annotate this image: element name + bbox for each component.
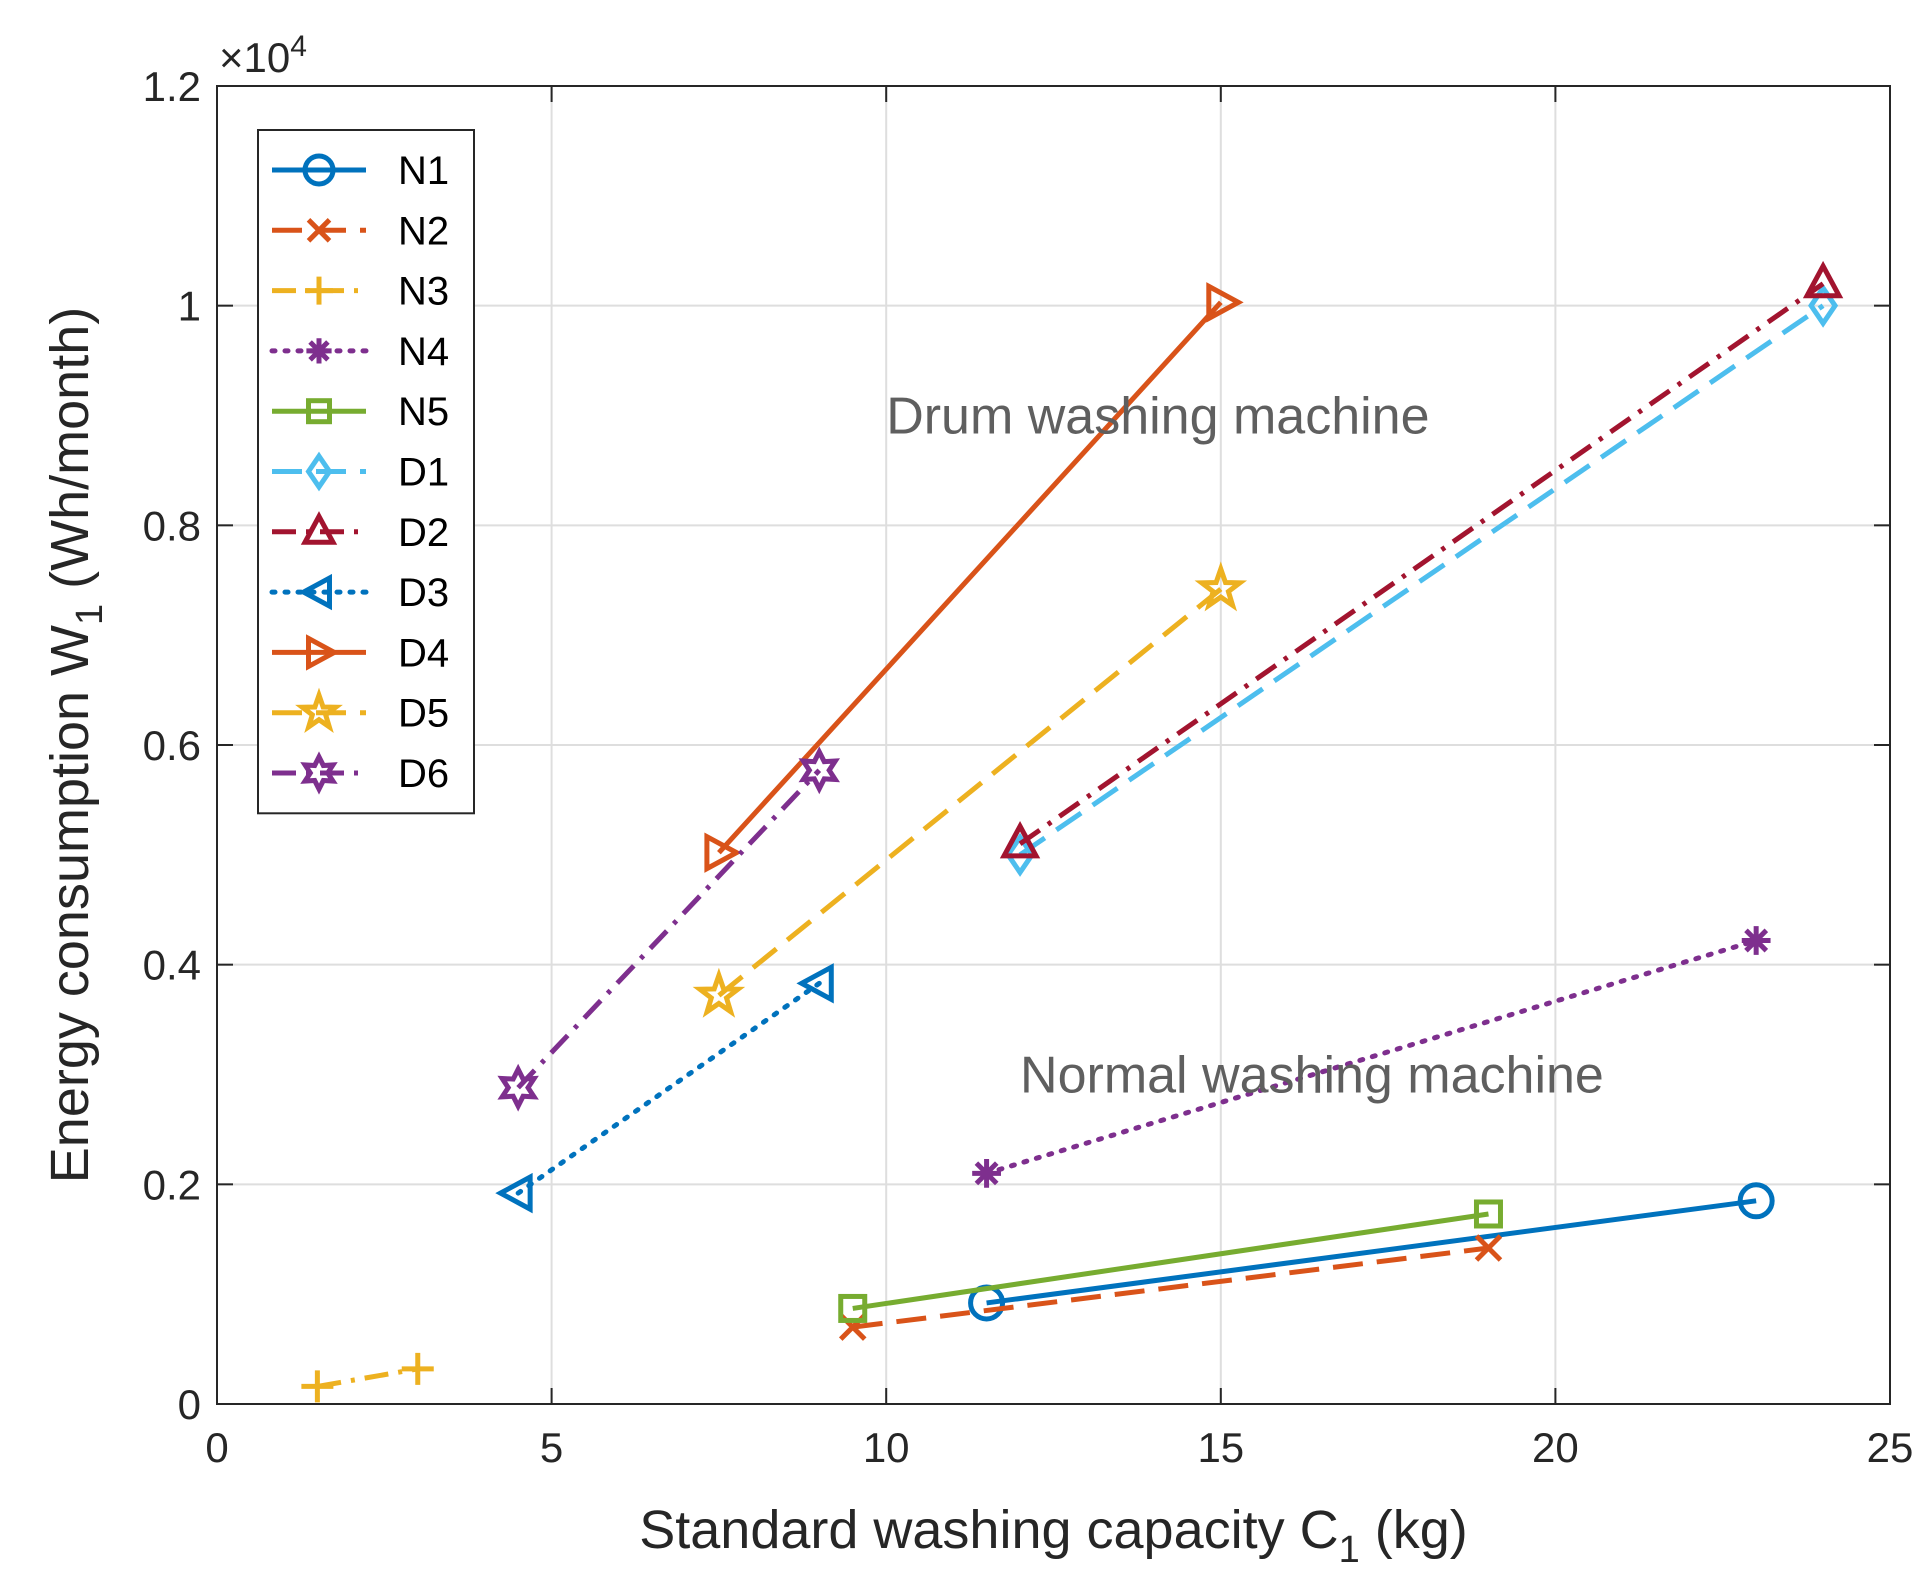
- legend-marker: [306, 398, 332, 425]
- series-d1: [1005, 283, 1839, 877]
- legend-label: D3: [398, 571, 449, 615]
- x-tick-label: 10: [863, 1424, 910, 1471]
- legend: N1 N2 N3 N4 N5 D1 D2 D3 D4 D5 D6: [257, 129, 475, 815]
- series-d3: [495, 963, 834, 1214]
- x-tick-label: 0: [205, 1424, 228, 1471]
- series-line-d3: [515, 980, 822, 1196]
- data-point-d2: [999, 820, 1041, 859]
- data-point-d5: [1194, 561, 1248, 612]
- y-tick-label: 0.8: [143, 502, 201, 549]
- legend-item-n1: N1: [272, 149, 449, 193]
- data-point-n4: [972, 1158, 1001, 1188]
- series-line-n1: [986, 1198, 1757, 1306]
- series-line-n4: [984, 938, 1759, 1176]
- data-point-d4: [1206, 282, 1244, 323]
- data-point-d2: [1802, 260, 1844, 299]
- series-n4: [972, 926, 1771, 1188]
- series-line-d2: [1018, 281, 1825, 846]
- y-tick-label: 1.2: [143, 63, 201, 110]
- legend-marker: [305, 276, 333, 305]
- data-point-d1: [1808, 283, 1839, 328]
- series-d5: [692, 561, 1248, 1018]
- data-point-d5: [692, 967, 746, 1018]
- legend-label: D1: [398, 451, 449, 495]
- series-line-d1: [1018, 303, 1825, 857]
- legend-label: N1: [398, 149, 449, 193]
- legend-marker: [302, 153, 336, 187]
- data-series: [301, 260, 1844, 1403]
- series-d2: [999, 260, 1844, 859]
- legend-label: N2: [398, 209, 449, 253]
- annotation-drum-washing-machine: Drum washing machine: [886, 388, 1429, 446]
- legend-item-d6: D6: [272, 751, 449, 796]
- legend-item-n3: N3: [272, 270, 449, 314]
- series-n3: [301, 1352, 434, 1403]
- data-point-n1: [1737, 1182, 1775, 1220]
- data-point-d6: [497, 1063, 539, 1112]
- legend-label: D2: [398, 511, 449, 555]
- y-tick-label: 0.4: [143, 942, 201, 989]
- grid-lines: [217, 86, 1890, 1404]
- x-tick-label: 20: [1532, 1424, 1579, 1471]
- data-point-n4: [1741, 926, 1771, 955]
- y-tick-label: 0.2: [143, 1161, 201, 1208]
- legend-label: D5: [398, 692, 449, 736]
- legend-item-n5: N5: [272, 390, 449, 434]
- series-n5: [838, 1199, 1503, 1323]
- data-point-d6: [798, 746, 841, 795]
- legend-marker: [295, 687, 343, 734]
- data-point-d3: [796, 963, 834, 1004]
- legend-item-n2: N2: [272, 209, 449, 253]
- legend-label: D4: [398, 631, 449, 675]
- data-point-n5: [838, 1293, 868, 1323]
- data-point-d1: [1005, 832, 1036, 877]
- legend-marker: [300, 751, 338, 795]
- legend-item-d4: D4: [272, 631, 449, 675]
- legend-label: N5: [398, 390, 449, 434]
- y-tick-label: 0.6: [143, 722, 201, 769]
- series-line-n5: [852, 1211, 1489, 1311]
- legend-marker: [305, 451, 333, 492]
- annotation-normal-washing-machine: Normal washing machine: [1020, 1047, 1604, 1105]
- series-d6: [497, 746, 841, 1112]
- legend-marker: [306, 218, 332, 243]
- data-point-d3: [495, 1172, 533, 1214]
- data-point-d4: [704, 832, 742, 873]
- x-tick-label: 5: [540, 1424, 563, 1471]
- legend-marker: [306, 634, 340, 671]
- data-point-n2: [1474, 1234, 1503, 1262]
- legend-marker: [300, 511, 338, 545]
- legend-marker: [298, 573, 332, 611]
- legend-item-d2: D2: [272, 511, 449, 555]
- legend-label: N3: [398, 270, 449, 314]
- data-point-n5: [1473, 1199, 1503, 1229]
- y-axis-title: Energy consumption W1 (Wh/month): [40, 307, 111, 1183]
- series-line-n2: [852, 1245, 1489, 1330]
- data-point-n3: [401, 1352, 434, 1385]
- x-axis-title: Standard washing capacity C1 (kg): [639, 1500, 1468, 1571]
- axis-ticks: 0 5 10 15 20 25 0 0.2 0.4 0.6 0.8 1 1.2: [143, 63, 1914, 1471]
- series-line-n3: [316, 1366, 419, 1389]
- data-point-n3: [301, 1370, 334, 1403]
- legend-item-n4: N4: [269, 330, 449, 374]
- legend-marker: [306, 338, 332, 364]
- legend-label: D6: [398, 752, 449, 796]
- series-line-d5: [717, 587, 1223, 998]
- y-tick-label: 1: [178, 283, 201, 330]
- x-tick-label: 25: [1867, 1424, 1914, 1471]
- y-tick-label: 0: [178, 1381, 201, 1428]
- x-tick-label: 15: [1197, 1424, 1244, 1471]
- legend-item-d3: D3: [269, 571, 449, 615]
- legend-label: N4: [398, 330, 449, 374]
- legend-item-d5: D5: [272, 687, 449, 736]
- series-n2: [838, 1234, 1503, 1341]
- y-axis-exponent: ×104: [219, 30, 307, 81]
- legend-item-d1: D1: [272, 451, 449, 495]
